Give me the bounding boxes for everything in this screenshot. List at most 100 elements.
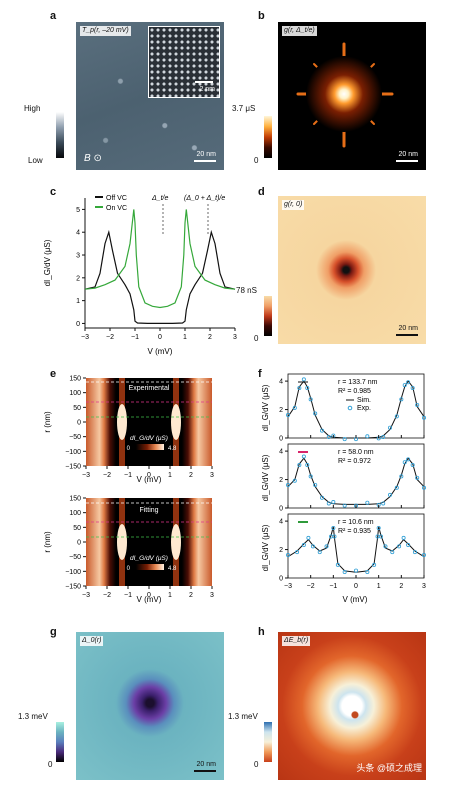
e-top-xlabel: V (mV) bbox=[137, 475, 162, 484]
f-exp-point bbox=[331, 525, 336, 530]
panel-b-image: g(r, Δ_t/e) 20 nm bbox=[278, 22, 426, 170]
e-ytick-label: 100 bbox=[69, 390, 81, 397]
c-anno-delta-sum: (Δ_0 + Δ_t)/e bbox=[184, 195, 225, 202]
e-bottom-title: Fitting bbox=[139, 507, 158, 514]
f-legend-exp: Exp. bbox=[357, 405, 371, 412]
f-exp-point bbox=[297, 385, 302, 390]
f-exp-point bbox=[387, 425, 392, 430]
panel-g-image: Δ_0(r) 20 nm bbox=[76, 632, 224, 780]
f-ytick-label: 4 bbox=[279, 519, 283, 526]
e-xtick-label: 3 bbox=[210, 592, 214, 599]
panel-d-scalebar bbox=[396, 334, 418, 336]
panel-b-scalebar bbox=[396, 160, 418, 162]
f-ytick-label: 2 bbox=[279, 477, 283, 484]
panel-a-inset-scalebar bbox=[195, 81, 213, 83]
e-xtick-label: 0 bbox=[147, 472, 151, 479]
f-exp-point bbox=[421, 485, 426, 490]
e-top-cb bbox=[136, 444, 164, 450]
f-exp-point bbox=[308, 474, 313, 479]
e-ytick-label: 150 bbox=[69, 376, 81, 383]
f-xtick-label: 2 bbox=[399, 583, 403, 590]
e-ytick-label: −150 bbox=[65, 584, 81, 591]
e-ytick-label: 100 bbox=[69, 510, 81, 517]
c-legend-swatch-off bbox=[95, 196, 103, 198]
c-xtick-label: −2 bbox=[106, 334, 114, 341]
e-xtick-label: −1 bbox=[124, 472, 132, 479]
f-row-r2: R² = 0.985 bbox=[338, 388, 371, 395]
panel-b-tag: g(r, Δ_t/e) bbox=[282, 26, 317, 36]
panel-a-inset: 2 nm bbox=[148, 26, 220, 98]
panel-letter-c: c bbox=[50, 186, 57, 198]
f-exp-point bbox=[292, 478, 297, 483]
f-row-r: r = 10.6 nm bbox=[338, 519, 374, 526]
f-exp-point bbox=[401, 535, 406, 540]
f-exp-point bbox=[317, 550, 322, 555]
e-top-cb-title: dI_G/dV (μS) bbox=[130, 435, 168, 442]
e-xtick-label: 1 bbox=[168, 472, 172, 479]
e-bottom-cb-min: 0 bbox=[127, 566, 131, 572]
e-top-ylabel: r (nm) bbox=[43, 411, 52, 433]
f-ytick-label: 2 bbox=[279, 547, 283, 554]
f-exp-point bbox=[394, 485, 399, 490]
c-series-off-vc bbox=[84, 229, 236, 324]
c-ytick-label: 1 bbox=[76, 298, 80, 305]
f-ylabel-mid: dI_G/dV (μS) bbox=[261, 454, 270, 501]
f-exp-point bbox=[313, 482, 318, 487]
f-xtick-label: −1 bbox=[329, 583, 337, 590]
f-exp-point bbox=[292, 405, 297, 410]
c-ytick-label: 3 bbox=[76, 253, 80, 260]
panel-letter-e: e bbox=[50, 368, 57, 380]
e-xtick-label: −1 bbox=[124, 592, 132, 599]
e-ytick-label: 50 bbox=[73, 405, 81, 412]
f-exp-point bbox=[406, 380, 411, 385]
c-xtick-label: −1 bbox=[131, 334, 139, 341]
panel-g-cb-min: 0 bbox=[48, 760, 53, 769]
e-ytick-label: 0 bbox=[77, 540, 81, 547]
f-xtick-label: 0 bbox=[354, 583, 358, 590]
f-exp-point bbox=[305, 385, 310, 390]
f-ytick-label: 0 bbox=[279, 576, 283, 583]
f-exp-point bbox=[308, 397, 313, 402]
f-exp-point bbox=[406, 457, 411, 462]
e-bottom-ylabel: r (nm) bbox=[43, 531, 52, 553]
c-ytick-label: 0 bbox=[76, 321, 80, 328]
e-bottom-cb-title: dI_G/dV (μS) bbox=[130, 555, 168, 562]
f-exp-point bbox=[297, 463, 302, 468]
f-ytick-label: 2 bbox=[279, 407, 283, 414]
f-exp-point bbox=[285, 552, 290, 557]
f-exp-point bbox=[285, 482, 290, 487]
c-xtick-label: 2 bbox=[208, 334, 212, 341]
f-ylabel-bottom: dI_G/dV (μS) bbox=[261, 524, 270, 571]
e-xtick-label: −3 bbox=[82, 592, 90, 599]
e-xtick-label: 0 bbox=[147, 592, 151, 599]
f-exp-point bbox=[342, 503, 347, 508]
f-row-r2: R² = 0.972 bbox=[338, 458, 371, 465]
panel-a-cb-high: High bbox=[24, 104, 41, 113]
f-exp-point bbox=[342, 437, 347, 442]
f-exp-point bbox=[295, 550, 300, 555]
e-ytick-label: −100 bbox=[65, 449, 81, 456]
f-exp-point bbox=[365, 570, 370, 575]
f-legend-exp-swatch bbox=[347, 405, 353, 411]
f-ytick-label: 0 bbox=[279, 436, 283, 443]
f-exp-point bbox=[376, 525, 381, 530]
f-exp-point bbox=[335, 562, 340, 567]
e-bottom-xlabel: V (mV) bbox=[137, 595, 162, 604]
panel-h-tag: ΔE_b(r) bbox=[282, 636, 311, 646]
f-exp-point bbox=[402, 383, 407, 388]
f-exp-point bbox=[326, 501, 331, 506]
c-series-on-vc bbox=[84, 209, 236, 309]
f-xtick-label: 1 bbox=[377, 583, 381, 590]
panel-h-cb-max: 1.3 meV bbox=[228, 712, 258, 721]
f-exp-point bbox=[306, 535, 311, 540]
panel-a-image: T_p(r, –20 mV) 2 nm 20 nm B ⊙ bbox=[76, 22, 224, 170]
f-exp-point bbox=[301, 377, 306, 382]
panel-g-cb-max: 1.3 meV bbox=[18, 712, 48, 721]
f-exp-point bbox=[320, 428, 325, 433]
f-exp-point bbox=[415, 475, 420, 480]
f-exp-point bbox=[285, 412, 290, 417]
f-xlabel: V (mV) bbox=[343, 595, 368, 604]
f-exp-point bbox=[310, 544, 315, 549]
panel-c-chart: Off VC On VC Δ_t/e (Δ_0 + Δ_t)/e dI_G/dV… bbox=[43, 195, 237, 356]
panel-a-scalebar bbox=[194, 160, 216, 162]
